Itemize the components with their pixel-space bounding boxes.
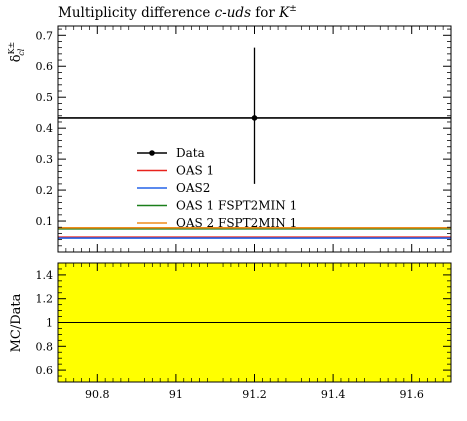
ratio-y-tick-label-4: 1.4 (36, 269, 54, 282)
data-point (251, 115, 258, 121)
ratio-y-tick-label-3: 1.2 (36, 293, 54, 306)
ratio-y-tick-label-2: 1 (46, 317, 53, 330)
x-tick-labels: 90.8 91 91.2 91.4 91.6 (85, 388, 424, 401)
legend-label-0: Data (176, 146, 205, 160)
y-tick-label-2: 0.3 (36, 153, 54, 166)
main-plot-panel: 0.1 0.2 0.3 0.4 0.5 0.6 0.7 (36, 25, 452, 253)
ratio-y-tick-label-1: 0.8 (36, 340, 54, 353)
legend-marker-data (149, 150, 155, 156)
ratio-y-tick-label-0: 0.6 (36, 364, 54, 377)
main-y-axis-label: δK±cl (7, 42, 26, 63)
legend-label-4: OAS 2 FSPT2MIN 1 (176, 216, 297, 230)
ratio-y-axis-label: MC/Data (9, 293, 24, 352)
legend-label-3: OAS 1 FSPT2MIN 1 (176, 199, 297, 213)
y-tick-label-6: 0.7 (36, 29, 54, 42)
svg-text:δK±cl: δK±cl (7, 42, 26, 63)
y-tick-label-0: 0.1 (36, 215, 54, 228)
legend-label-1: OAS 1 (176, 164, 214, 178)
legend-label-2: OAS2 (176, 181, 210, 195)
x-tick-label-0: 90.8 (85, 388, 110, 401)
y-tick-label-4: 0.5 (36, 91, 54, 104)
ratio-plot-panel: 0.6 0.8 1 1.2 1.4 (36, 262, 452, 383)
x-tick-label-4: 91.6 (399, 388, 424, 401)
y-tick-label-3: 0.4 (36, 122, 54, 135)
y-tick-label-5: 0.6 (36, 60, 54, 73)
y-tick-label-1: 0.2 (36, 184, 54, 197)
x-tick-label-1: 91 (169, 388, 183, 401)
x-tick-label-3: 91.4 (321, 388, 346, 401)
chart-title: Multiplicity difference c-uds for K± (58, 4, 297, 21)
x-tick-label-2: 91.2 (242, 388, 267, 401)
legend: Data OAS 1 OAS2 OAS 1 FSPT2MIN 1 OAS 2 FSPT2… (137, 146, 297, 230)
